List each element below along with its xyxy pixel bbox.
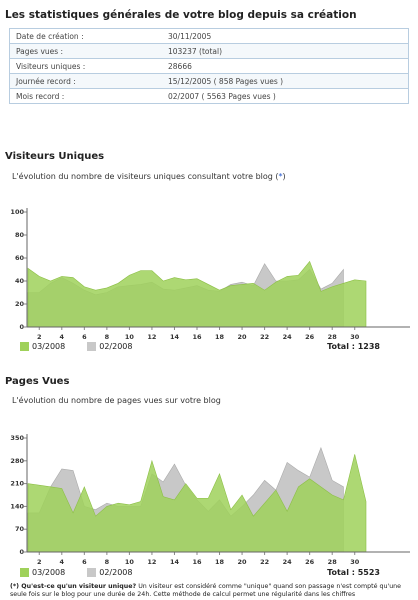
note-link[interactable]: * bbox=[278, 172, 283, 181]
y-tick-label: 70 bbox=[15, 525, 25, 533]
y-tick-label: 140 bbox=[10, 502, 24, 510]
subtitle-text: L'évolution du nombre de pages vues sur … bbox=[12, 396, 221, 405]
subtitle: L'évolution du nombre de visiteurs uniqu… bbox=[12, 172, 286, 181]
cell: 15/12/2005 ( 858 Pages vues ) bbox=[162, 73, 409, 89]
total-value: 1238 bbox=[357, 342, 380, 351]
x-tick-label: 4 bbox=[60, 558, 65, 566]
x-tick-label: 14 bbox=[170, 333, 180, 340]
legend-swatch bbox=[87, 568, 97, 577]
cell: Journée record : bbox=[9, 73, 162, 89]
cell: Date de création : bbox=[9, 28, 162, 44]
x-tick-label: 6 bbox=[82, 558, 87, 566]
subtitle-text: L'évolution du nombre de visiteurs uniqu… bbox=[12, 172, 279, 181]
legend-label: 03/2008 bbox=[32, 568, 66, 577]
cell: Pages vues : bbox=[9, 43, 162, 59]
legend-swatch bbox=[87, 342, 97, 351]
page-title: Les statistiques générales de votre blog… bbox=[5, 9, 357, 21]
x-tick-label: 22 bbox=[260, 333, 269, 340]
x-tick-label: 26 bbox=[305, 558, 315, 566]
legend-label: 03/2008 bbox=[32, 342, 66, 351]
x-tick-label: 12 bbox=[147, 558, 156, 566]
x-tick-label: 28 bbox=[328, 333, 338, 340]
y-tick-label: 20 bbox=[15, 300, 25, 308]
x-tick-label: 8 bbox=[105, 333, 110, 340]
legend-label: 02/2008 bbox=[99, 342, 133, 351]
x-tick-label: 16 bbox=[192, 558, 202, 566]
x-tick-label: 20 bbox=[238, 333, 248, 340]
x-tick-label: 10 bbox=[125, 558, 135, 566]
footnote-text: Un visiteur est considéré comme "unique"… bbox=[10, 583, 402, 598]
y-tick-label: 0 bbox=[19, 323, 24, 331]
x-tick-label: 30 bbox=[350, 333, 360, 340]
subtitle-text: ) bbox=[282, 172, 286, 181]
y-tick-label: 100 bbox=[10, 208, 24, 216]
y-tick-label: 80 bbox=[15, 231, 25, 239]
area bbox=[27, 260, 367, 328]
y-tick-label: 210 bbox=[10, 480, 24, 488]
x-tick-label: 14 bbox=[170, 558, 180, 566]
total-label: Total : bbox=[327, 568, 355, 577]
x-tick-label: 18 bbox=[215, 333, 225, 340]
subtitle: L'évolution du nombre de pages vues sur … bbox=[12, 396, 221, 405]
total-value: 5523 bbox=[357, 568, 380, 577]
legend-swatch bbox=[20, 568, 29, 577]
x-tick-label: 10 bbox=[125, 333, 135, 340]
x-tick-label: 12 bbox=[147, 333, 156, 340]
total: Total : 1238 bbox=[327, 342, 380, 351]
cell: 02/2007 ( 5563 Pages vues ) bbox=[162, 88, 409, 104]
x-tick-label: 2 bbox=[37, 558, 42, 566]
cell: Visiteurs uniques : bbox=[9, 58, 162, 74]
legend: 03/2008 02/2008 Total : 5523 bbox=[20, 568, 380, 577]
y-tick-label: 350 bbox=[10, 434, 24, 442]
x-tick-label: 2 bbox=[37, 333, 42, 340]
legend: 03/2008 02/2008 Total : 1238 bbox=[20, 342, 380, 351]
cell: 28666 bbox=[162, 58, 409, 74]
x-tick-label: 8 bbox=[105, 558, 110, 566]
x-tick-label: 6 bbox=[82, 333, 87, 340]
y-tick-label: 40 bbox=[15, 277, 25, 285]
x-tick-label: 16 bbox=[192, 333, 202, 340]
area bbox=[27, 454, 367, 553]
x-tick-label: 24 bbox=[283, 558, 293, 566]
legend-label: 02/2008 bbox=[99, 568, 133, 577]
cell: 30/11/2005 bbox=[162, 28, 409, 44]
y-tick-label: 0 bbox=[19, 548, 24, 556]
total: Total : 5523 bbox=[327, 568, 380, 577]
footnote: (*) Qu'est-ce qu'un visiteur unique? Un … bbox=[10, 583, 410, 599]
stats-table: Date de création :30/11/2005 Pages vues … bbox=[9, 28, 409, 104]
y-tick-label: 280 bbox=[10, 457, 24, 465]
legend-swatch bbox=[20, 342, 29, 351]
section-title: Visiteurs Uniques bbox=[5, 151, 105, 162]
section-title: Pages Vues bbox=[5, 376, 70, 387]
x-tick-label: 4 bbox=[60, 333, 65, 340]
x-tick-label: 18 bbox=[215, 558, 225, 566]
total-label: Total : bbox=[327, 342, 355, 351]
footnote-label: (*) Qu'est-ce qu'un visiteur unique? bbox=[10, 583, 137, 590]
x-tick-label: 28 bbox=[328, 558, 338, 566]
cell: Mois record : bbox=[9, 88, 162, 104]
y-tick-label: 60 bbox=[15, 254, 25, 262]
x-tick-label: 26 bbox=[305, 333, 315, 340]
x-tick-label: 20 bbox=[238, 558, 248, 566]
x-tick-label: 22 bbox=[260, 558, 269, 566]
x-tick-label: 30 bbox=[350, 558, 360, 566]
cell: 103237 (total) bbox=[162, 43, 409, 59]
x-tick-label: 24 bbox=[283, 333, 293, 340]
